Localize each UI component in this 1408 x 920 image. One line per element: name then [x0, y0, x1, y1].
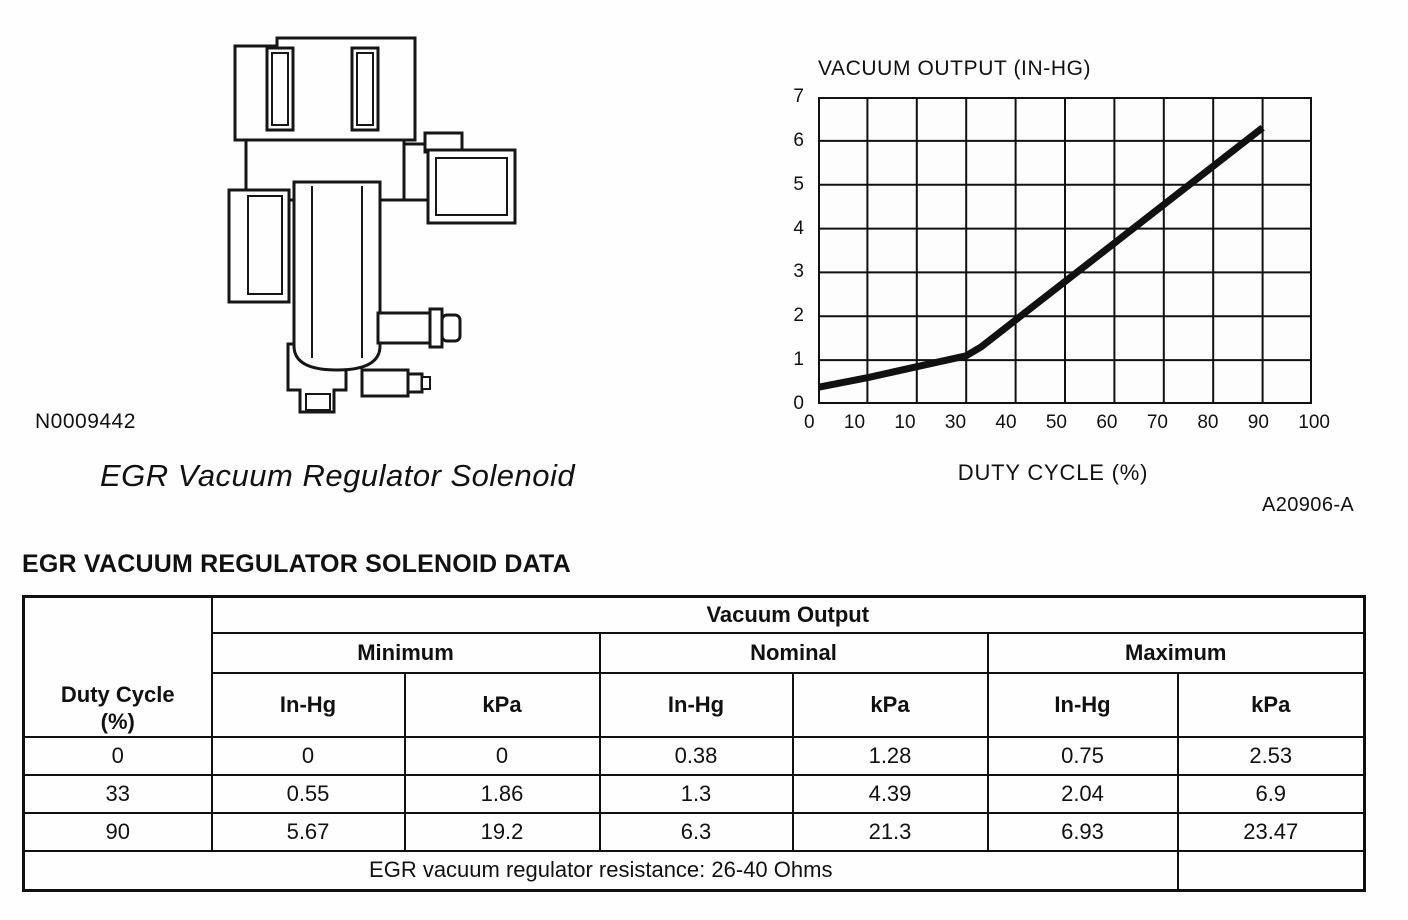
cell-nom-kpa: 4.39	[791, 773, 989, 814]
solenoid-cylinder	[292, 180, 382, 372]
cell-nom-inhg: 6.3	[598, 811, 794, 852]
min-kpa-header: kPa	[403, 671, 601, 738]
vacuum-output-group-header: Vacuum Output	[210, 595, 1366, 634]
table-row: 90 5.67 19.2 6.3 21.3 6.93 23.47	[22, 811, 1366, 852]
cell-max-inhg: 2.04	[986, 773, 1179, 814]
chart-x-axis-ticks: 0 10 10 30 40 50 60 70 80 90 100	[804, 412, 1330, 434]
cell-max-kpa: 2.53	[1176, 735, 1366, 776]
cell-min-inhg: 5.67	[210, 811, 406, 852]
minimum-header: Minimum	[210, 631, 601, 674]
tick-label: 30	[944, 412, 967, 433]
vacuum-chart-plot	[818, 97, 1312, 404]
solenoid-left-bracket-inner	[247, 195, 283, 295]
duty-cycle-header-line2: (%)	[100, 709, 135, 734]
tick-label: 100	[1298, 412, 1330, 433]
cell-duty-cycle: 0	[22, 735, 213, 776]
tick-label: 7	[793, 86, 804, 107]
cell-max-kpa: 23.47	[1176, 811, 1366, 852]
cell-nom-inhg: 1.3	[598, 773, 794, 814]
cell-min-kpa: 1.86	[403, 773, 601, 814]
solenoid-slot-right-inner	[356, 52, 374, 126]
cell-duty-cycle: 33	[22, 773, 213, 814]
cell-min-kpa: 19.2	[403, 811, 601, 852]
tick-label: 90	[1247, 412, 1269, 433]
cell-min-kpa: 0	[403, 735, 601, 776]
figure-id: A20906-A	[1262, 494, 1355, 516]
min-inhg-header: In-Hg	[210, 671, 406, 738]
solenoid-port-right-tip	[440, 313, 462, 343]
tick-label: 0	[793, 392, 804, 414]
tick-label: 10	[843, 412, 866, 433]
table-row: 0 0 0 0.38 1.28 0.75 2.53	[22, 735, 1366, 776]
cell-max-inhg: 6.93	[986, 811, 1179, 852]
solenoid-port-lower-ring	[421, 376, 431, 390]
solenoid-slot-left-inner	[271, 52, 289, 126]
cell-nom-kpa: 21.3	[791, 811, 989, 852]
table-row: 33 0.55 1.86 1.3 4.39 2.04 6.9	[22, 773, 1366, 814]
nom-kpa-header: kPa	[791, 671, 989, 738]
tick-label: 2	[793, 305, 804, 327]
tick-label: 50	[1045, 412, 1067, 433]
tick-label: 70	[1146, 412, 1168, 433]
chart-x-axis-label: DUTY CYCLE (%)	[957, 460, 1149, 485]
tick-label: 6	[793, 129, 804, 151]
nom-inhg-header: In-Hg	[598, 671, 794, 738]
cell-duty-cycle: 90	[22, 811, 213, 852]
chart-y-axis-ticks: 7 6 5 4 3 2 1 0	[766, 86, 808, 415]
tick-label: 40	[995, 412, 1017, 433]
nominal-header: Nominal	[598, 631, 989, 674]
tick-label: 4	[793, 217, 804, 239]
cell-min-inhg: 0	[210, 735, 406, 776]
cell-nom-kpa: 1.28	[791, 735, 989, 776]
solenoid-port-right	[376, 311, 432, 345]
tick-label: 80	[1197, 412, 1219, 433]
table-heading: EGR VACUUM REGULATOR SOLENOID DATA	[22, 550, 571, 578]
tick-label: 60	[1096, 412, 1118, 433]
tick-label: 0	[804, 412, 815, 433]
duty-cycle-header-line1: Duty Cycle	[60, 681, 175, 707]
max-inhg-header: In-Hg	[986, 671, 1179, 738]
cell-nom-inhg: 0.38	[598, 735, 794, 776]
tick-label: 3	[793, 261, 804, 283]
solenoid-port-lower-tip	[406, 372, 424, 394]
cell-min-inhg: 0.55	[210, 773, 406, 814]
chart-title: VACUUM OUTPUT (IN-HG)	[818, 57, 1092, 80]
solenoid-foot-inner	[305, 393, 331, 411]
solenoid-diagram	[227, 36, 517, 414]
part-number: N0009442	[35, 410, 136, 433]
solenoid-port-lower	[360, 368, 410, 398]
cell-max-inhg: 0.75	[986, 735, 1179, 776]
resistance-note: EGR vacuum regulator resistance: 26-40 O…	[22, 849, 1179, 892]
solenoid-right-block-inner	[435, 157, 508, 216]
solenoid-data-table: Duty Cycle (%) Vacuum Output Minimum Nom…	[22, 595, 1366, 892]
tick-label: 5	[793, 173, 804, 195]
maximum-header: Maximum	[986, 631, 1366, 674]
solenoid-port-right-collar	[428, 307, 444, 349]
tick-label: 1	[793, 349, 804, 371]
duty-cycle-header: Duty Cycle (%)	[22, 595, 213, 738]
vacuum-output-curve	[818, 124, 1265, 391]
footer-empty-cell	[1176, 849, 1366, 892]
tick-label: 10	[894, 412, 916, 433]
cell-max-kpa: 6.9	[1176, 773, 1366, 814]
diagram-caption: EGR Vacuum Regulator Solenoid	[100, 458, 576, 493]
solenoid-top-connector	[233, 36, 417, 142]
max-kpa-header: kPa	[1176, 671, 1366, 738]
